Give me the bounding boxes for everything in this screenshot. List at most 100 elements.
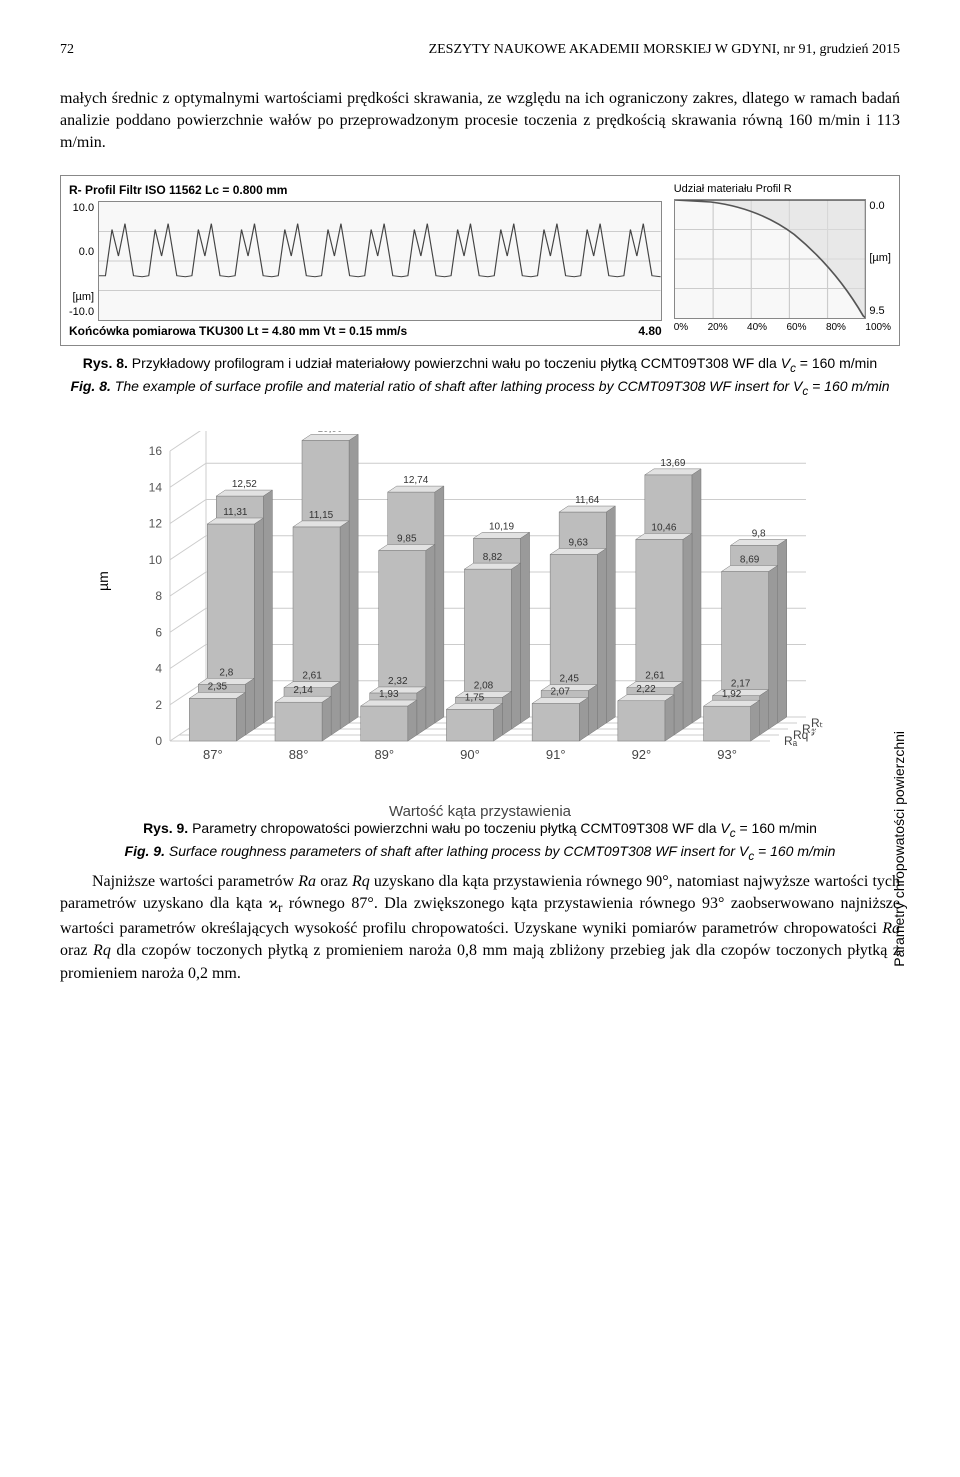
svg-text:90°: 90° [460,747,480,762]
material-plot [674,199,867,319]
bar-chart-3d: µm Parametry chropowatości powierzchni 0… [100,431,860,811]
param-rq: Rq [352,873,370,890]
svg-text:9,63: 9,63 [568,537,588,548]
material-x-ticks: 0% 20% 40% 60% 80% 100% [674,321,891,335]
svg-text:1,93: 1,93 [379,689,399,700]
text: Najniższe wartości parametrów [92,873,298,890]
caption-text: Parametry chropowatości powierzchni wału… [188,820,720,836]
material-ratio-panel: Udział materiału Profil R [674,182,891,340]
svg-text:12,52: 12,52 [232,479,257,490]
profile-panel: R- Profil Filtr ISO 11562 Lc = 0.800 mm … [60,175,900,347]
caption-text: Surface roughness parameters of shaft af… [165,843,748,859]
svg-text:0: 0 [155,734,162,748]
y2-axis-label: Parametry chropowatości powierzchni [890,731,910,967]
svg-text:8,82: 8,82 [483,552,503,563]
svg-text:2,8: 2,8 [219,667,233,678]
page-header: 72 ZESZYTY NAUKOWE AKADEMII MORSKIEJ W G… [60,40,900,60]
profile-ytick: 0.0 [69,245,94,260]
svg-text:2,17: 2,17 [731,678,751,689]
paragraph-2: Najniższe wartości parametrów Ra oraz Rq… [60,871,900,985]
profile-footer: Końcówka pomiarowa TKU300 Lt = 4.80 mm V… [69,323,662,340]
profile-ytick: -10.0 [69,306,94,318]
profile-footer-text: Końcówka pomiarowa TKU300 Lt = 4.80 mm V… [69,324,407,338]
svg-text:15,59: 15,59 [318,431,343,434]
profile-plot [98,201,662,321]
material-xtick: 20% [708,321,728,335]
profile-footer-right: 4.80 [638,323,661,340]
svg-text:16: 16 [149,444,163,458]
material-xtick: 60% [786,321,806,335]
svg-text:87°: 87° [203,747,223,762]
caption-text: = 160 m/min [808,378,889,394]
svg-text:8: 8 [155,589,162,603]
svg-text:93°: 93° [717,747,737,762]
svg-text:8,69: 8,69 [740,554,760,565]
svg-text:Rₐ: Rₐ [784,734,798,748]
caption-var: V [781,355,790,371]
text: oraz [316,873,352,890]
svg-text:11,64: 11,64 [575,495,600,506]
svg-text:2,07: 2,07 [550,686,570,697]
page-number: 72 [60,40,74,60]
svg-text:1,92: 1,92 [722,689,742,700]
material-xtick: 100% [865,321,891,335]
x-axis-title: Wartość kąta przystawienia [100,801,860,822]
svg-text:2,22: 2,22 [636,683,656,694]
svg-text:2: 2 [155,697,162,711]
material-y-ticks: 0.0 [µm] 9.5 [866,199,891,319]
figure-9-caption: Rys. 9. Parametry chropowatości powierzc… [60,819,900,865]
svg-text:92°: 92° [632,747,652,762]
svg-text:91°: 91° [546,747,566,762]
figure-8: R- Profil Filtr ISO 11562 Lc = 0.800 mm … [60,175,900,401]
param-rq: Rq [93,942,111,959]
caption-var: V [720,820,729,836]
caption-text: The example of surface profile and mater… [111,378,803,394]
journal-title: ZESZYTY NAUKOWE AKADEMII MORSKIEJ W GDYN… [429,40,900,60]
svg-text:11,31: 11,31 [223,507,248,518]
svg-text:10,46: 10,46 [651,522,676,533]
svg-text:9,8: 9,8 [752,528,766,539]
svg-text:13,69: 13,69 [660,457,685,468]
profile-y-unit: [µm] [72,291,94,303]
figure-8-caption: Rys. 8. Przykładowy profilogram i udział… [60,354,900,400]
svg-text:88°: 88° [289,747,309,762]
svg-text:4: 4 [155,661,162,675]
y-axis-label: µm [94,571,114,591]
profile-header: R- Profil Filtr ISO 11562 Lc = 0.800 mm [69,182,662,199]
material-xtick: 40% [747,321,767,335]
material-ytick: 0.0 [869,199,891,214]
profile-y-ticks: 10.0 0.0 [µm] -10.0 [69,201,98,321]
material-y-unit: [µm] [869,251,891,266]
caption-text: = 160 m/min [736,820,817,836]
svg-text:12: 12 [149,516,163,530]
material-xtick: 0% [674,321,688,335]
param-ra: Ra [298,873,316,890]
material-ytick: 9.5 [869,304,891,319]
svg-text:2,32: 2,32 [388,676,408,687]
svg-text:6: 6 [155,625,162,639]
svg-text:2,61: 2,61 [302,670,322,681]
caption-text: = 160 m/min [796,355,877,371]
svg-text:10: 10 [149,552,163,566]
svg-text:14: 14 [149,480,163,494]
material-title: Udział materiału Profil R [674,182,891,197]
svg-text:2,35: 2,35 [208,681,228,692]
caption-label: Fig. 8. [70,378,110,394]
svg-text:89°: 89° [374,747,394,762]
svg-text:10,19: 10,19 [489,521,514,532]
caption-label: Rys. 8. [83,355,128,371]
svg-text:12,74: 12,74 [403,475,428,486]
svg-text:2,45: 2,45 [559,673,579,684]
paragraph-1: małych średnic z optymalnymi wartościami… [60,88,900,155]
svg-text:1,75: 1,75 [465,692,485,703]
caption-text: = 160 m/min [754,843,835,859]
caption-label: Fig. 9. [125,843,165,859]
caption-label: Rys. 9. [143,820,188,836]
caption-text: Przykładowy profilogram i udział materia… [128,355,781,371]
svg-text:9,85: 9,85 [397,533,417,544]
bar-chart-svg: 0 2 4 6 8 10 12 14 16 12,52 15,59 12,74 10,19 11,64 13… [100,431,860,791]
svg-text:2,08: 2,08 [474,680,494,691]
profile-ytick: 10.0 [69,201,94,216]
svg-text:11,15: 11,15 [309,510,334,521]
text: dla czopów toczonych płytką z promieniem… [60,942,900,981]
